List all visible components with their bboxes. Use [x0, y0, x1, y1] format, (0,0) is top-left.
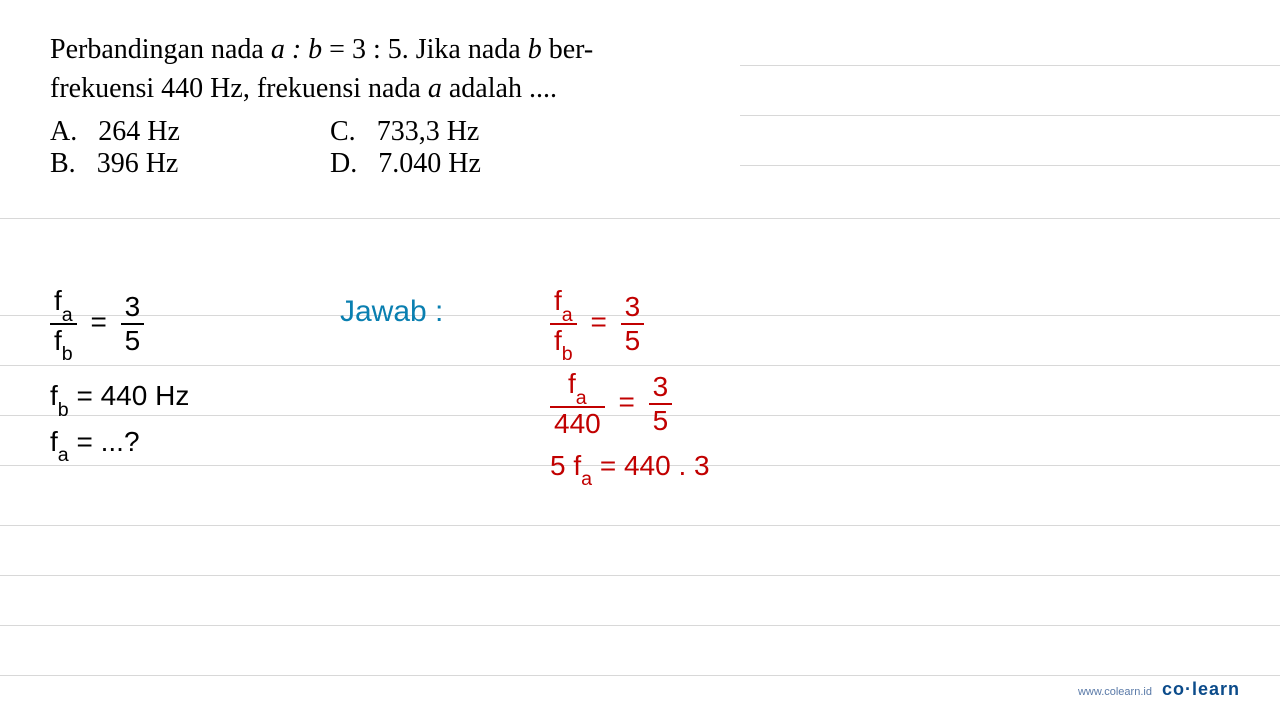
fa-label: f [50, 426, 58, 457]
s1-fa: f [554, 285, 562, 316]
option-b: B. 396 Hz [50, 148, 330, 180]
option-a-value: 264 Hz [98, 116, 180, 147]
given-block: fa fb = 3 5 fb = 440 Hz fa = ...? [50, 285, 189, 469]
s3-sub: a [581, 468, 592, 490]
fa-val: = ...? [76, 426, 139, 457]
given-ratio: fa fb = 3 5 [50, 285, 189, 362]
s2-fa-sub: a [576, 387, 587, 409]
brand-learn: learn [1192, 679, 1240, 699]
sol-step1-right: 3 5 [621, 291, 645, 357]
option-c: C. 733,3 Hz [330, 116, 610, 148]
sol-step2-left: fa 440 [550, 368, 605, 440]
q-line1-pre: Perbandingan nada [50, 34, 271, 65]
ratio-den: 5 [121, 323, 145, 357]
q-var-ab: a : b [271, 34, 322, 65]
q-var-a: a [428, 73, 442, 104]
page: Perbandingan nada a : b = 3 : 5. Jika na… [0, 0, 1280, 720]
eq-sign: = [90, 306, 106, 337]
s2-rden: 5 [649, 403, 673, 437]
solution-block: fa fb = 3 5 fa 440 = 3 5 [550, 285, 710, 493]
ratio-num: 3 [121, 291, 145, 323]
fb-sub: b [62, 343, 73, 365]
footer-logo: www.colearn.id co·learn [1078, 679, 1240, 700]
q-line1-post: ber- [542, 34, 594, 65]
given-ratio-left: fa fb [50, 285, 77, 362]
sol-step3: 5 fa = 440 . 3 [550, 450, 710, 488]
option-b-value: 396 Hz [97, 148, 179, 179]
sol-step1-left: fa fb [550, 285, 577, 362]
given-fa: fa = ...? [50, 426, 189, 464]
s2-rnum: 3 [649, 371, 673, 403]
s2-fa: f [568, 368, 576, 399]
fb-sym: f [54, 325, 62, 356]
footer-site: www.colearn.id [1078, 686, 1152, 698]
q-var-b: b [528, 34, 542, 65]
given-fb: fb = 440 Hz [50, 380, 189, 418]
s2-den: 440 [550, 406, 605, 440]
s1-fb-sub: b [562, 343, 573, 365]
question-text: Perbandingan nada a : b = 3 : 5. Jika na… [50, 30, 800, 108]
fb-sub2: b [58, 399, 69, 421]
sol-step2: fa 440 = 3 5 [550, 368, 710, 440]
option-c-value: 733,3 Hz [377, 116, 480, 147]
fa-sub2: a [58, 444, 69, 466]
option-a: A. 264 Hz [50, 116, 330, 148]
given-ratio-right: 3 5 [121, 291, 145, 357]
fa-sub: a [62, 304, 73, 326]
brand-dot: · [1185, 679, 1192, 699]
options-grid: A. 264 Hz C. 733,3 Hz B. 396 Hz D. 7.040… [50, 116, 1230, 180]
option-a-label: A. [50, 116, 77, 147]
fb-label: f [50, 380, 58, 411]
option-d-label: D. [330, 148, 357, 179]
s1-eq: = [590, 306, 606, 337]
s3-pre: 5 f [550, 450, 581, 481]
jawab-label: Jawab : [340, 295, 443, 329]
option-b-label: B. [50, 148, 76, 179]
sol-step1: fa fb = 3 5 [550, 285, 710, 362]
s1-fb: f [554, 325, 562, 356]
s1-fa-sub: a [562, 304, 573, 326]
q-line1-mid: = 3 : 5. Jika nada [322, 34, 528, 65]
s2-eq: = [619, 386, 635, 417]
brand-co: co [1162, 679, 1185, 699]
s1-den: 5 [621, 323, 645, 357]
q-line2-pre: frekuensi 440 Hz, frekuensi nada [50, 73, 428, 104]
s1-num: 3 [621, 291, 645, 323]
footer-brand: co·learn [1162, 679, 1240, 700]
option-d-value: 7.040 Hz [378, 148, 481, 179]
fb-val: = 440 Hz [76, 380, 189, 411]
option-d: D. 7.040 Hz [330, 148, 610, 180]
sol-step2-right: 3 5 [649, 371, 673, 437]
fa-sym: f [54, 285, 62, 316]
option-c-label: C. [330, 116, 356, 147]
s3-rest: = 440 . 3 [592, 450, 710, 481]
q-line2-post: adalah .... [442, 73, 557, 104]
